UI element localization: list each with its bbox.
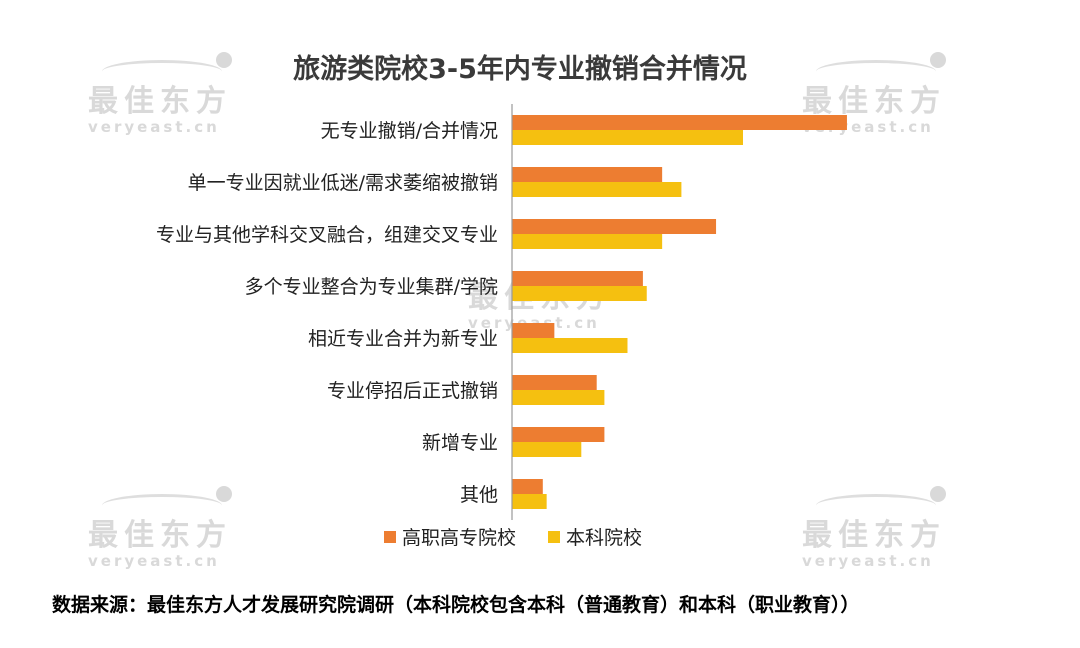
category-label-6: 新增专业 — [422, 432, 498, 454]
bar-undergrad-1 — [512, 182, 682, 197]
legend-label-0: 高职高专院校 — [402, 527, 516, 549]
bar-undergrad-4 — [512, 338, 628, 353]
category-label-5: 专业停招后正式撤销 — [327, 380, 498, 402]
bar-vocational-7 — [512, 479, 543, 494]
category-label-7: 其他 — [460, 484, 498, 506]
source-note: 数据来源：最佳东方人才发展研究院调研（本科院校包含本科（普通教育）和本科（职业教… — [52, 594, 860, 616]
legend-label-1: 本科院校 — [566, 527, 642, 549]
category-label-3: 多个专业整合为专业集群/学院 — [245, 276, 498, 298]
bar-vocational-1 — [512, 167, 663, 182]
legend-swatch-0 — [384, 531, 396, 543]
bar-vocational-3 — [512, 271, 643, 286]
bar-undergrad-2 — [512, 234, 663, 249]
category-label-4: 相近专业合并为新专业 — [308, 328, 498, 350]
category-labels: 无专业撤销/合并情况单一专业因就业低迷/需求萎缩被撤销专业与其他学科交叉融合，组… — [156, 120, 498, 506]
bar-vocational-5 — [512, 375, 597, 390]
bar-chart: 旅游类院校3-5年内专业撤销合并情况 无专业撤销/合并情况单一专业因就业低迷/需… — [156, 53, 847, 549]
bar-vocational-0 — [512, 115, 847, 130]
category-label-1: 单一专业因就业低迷/需求萎缩被撤销 — [188, 172, 498, 194]
bar-vocational-6 — [512, 427, 605, 442]
bar-undergrad-3 — [512, 286, 647, 301]
bar-undergrad-6 — [512, 442, 582, 457]
chart-title: 旅游类院校3-5年内专业撤销合并情况 — [293, 53, 747, 85]
bar-vocational-4 — [512, 323, 555, 338]
bars-layer — [512, 115, 847, 509]
category-label-2: 专业与其他学科交叉融合，组建交叉专业 — [156, 224, 498, 246]
legend: 高职高专院校 本科院校 — [384, 527, 642, 549]
bar-undergrad-0 — [512, 130, 743, 145]
bar-vocational-2 — [512, 219, 717, 234]
legend-swatch-1 — [548, 531, 560, 543]
bar-undergrad-7 — [512, 494, 547, 509]
bar-undergrad-5 — [512, 390, 605, 405]
category-label-0: 无专业撤销/合并情况 — [321, 120, 498, 142]
